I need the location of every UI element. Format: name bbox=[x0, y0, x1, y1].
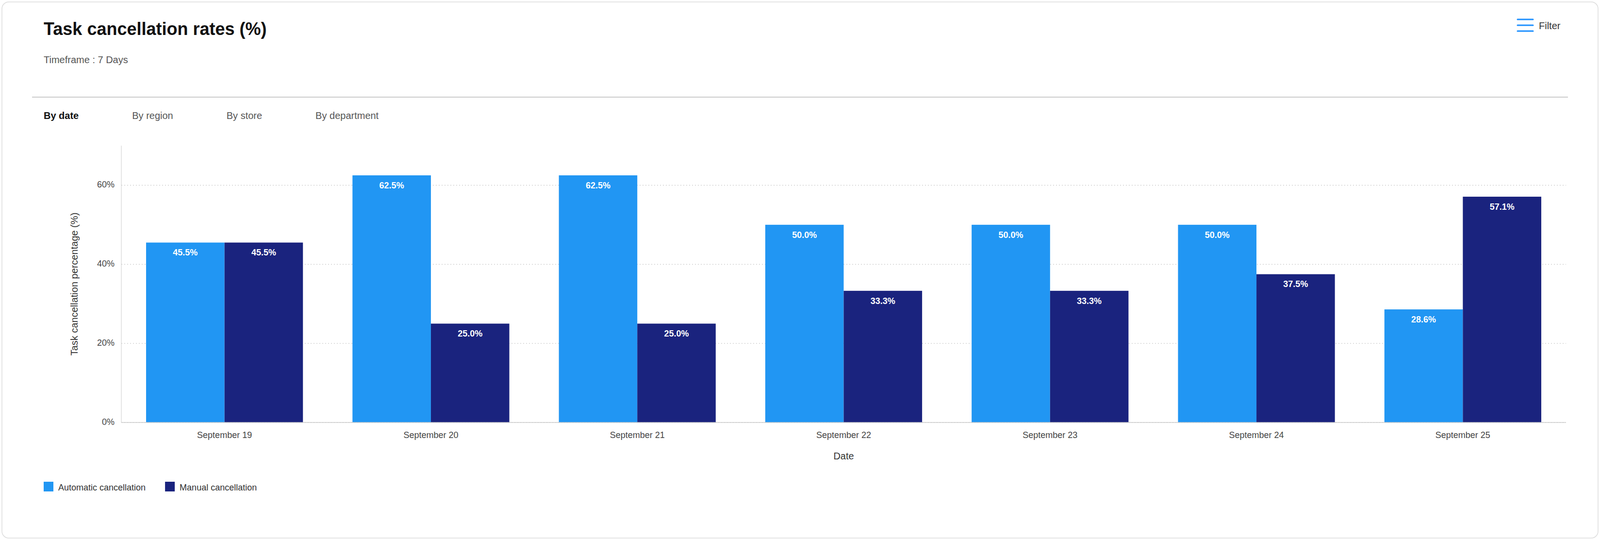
data-label: 37.5% bbox=[1283, 279, 1308, 289]
data-label: 33.3% bbox=[870, 296, 896, 306]
bar bbox=[352, 175, 431, 423]
data-label: 62.5% bbox=[585, 180, 611, 191]
x-tick-label: September 25 bbox=[1435, 429, 1491, 440]
page-frame bbox=[1, 1, 1599, 538]
data-label: 50.0% bbox=[791, 230, 817, 240]
y-tick-label: 0% bbox=[101, 416, 115, 427]
filter-icon bbox=[1517, 19, 1534, 32]
filter-icon-bar bbox=[1517, 24, 1534, 27]
tab[interactable]: By store bbox=[226, 110, 263, 121]
data-label: 45.5% bbox=[172, 247, 198, 258]
filter-icon-bar bbox=[1517, 30, 1534, 33]
data-label: 57.1% bbox=[1489, 201, 1515, 212]
x-axis-label: Date bbox=[833, 450, 854, 462]
legend-label: Manual cancellation bbox=[179, 482, 257, 493]
bar bbox=[1384, 309, 1464, 423]
filter-label[interactable]: Filter bbox=[1538, 20, 1561, 32]
x-tick-label: September 22 bbox=[816, 429, 872, 440]
y-tick-label: 40% bbox=[97, 258, 115, 269]
y-tick-label: 60% bbox=[97, 179, 115, 190]
y-axis-label: Task cancellation percentage (%) bbox=[68, 212, 80, 356]
bar bbox=[224, 242, 304, 423]
data-label: 62.5% bbox=[379, 180, 405, 191]
y-axis-line bbox=[121, 145, 122, 423]
bar bbox=[1256, 274, 1336, 423]
grid-line bbox=[121, 184, 1567, 186]
tab[interactable]: By department bbox=[315, 110, 380, 121]
data-label: 50.0% bbox=[998, 230, 1023, 240]
grid-line bbox=[121, 422, 1567, 423]
x-tick-label: September 20 bbox=[403, 429, 459, 440]
legend-swatch bbox=[43, 481, 54, 492]
x-tick-label: September 24 bbox=[1229, 429, 1285, 440]
data-label: 25.0% bbox=[663, 328, 689, 339]
legend: Automatic cancellation Manual cancellatio… bbox=[43, 481, 257, 493]
subtitle: Timeframe : 7 Days bbox=[43, 54, 129, 66]
bar bbox=[1177, 224, 1257, 423]
bar bbox=[430, 323, 510, 423]
legend-label: Automatic cancellation bbox=[58, 482, 146, 493]
data-label: 25.0% bbox=[457, 328, 483, 339]
tab[interactable]: By date bbox=[43, 110, 79, 121]
filter-icon-bar bbox=[1517, 18, 1534, 21]
bar bbox=[1462, 196, 1542, 423]
data-label: 45.5% bbox=[251, 247, 277, 258]
bar bbox=[843, 290, 923, 423]
x-axis-line bbox=[121, 421, 1567, 423]
data-label: 28.6% bbox=[1411, 314, 1436, 325]
bars bbox=[146, 175, 1542, 423]
bar bbox=[559, 175, 638, 423]
x-tick-label: September 23 bbox=[1022, 429, 1078, 440]
chart-canvas: Task cancellation rates (%) Timeframe : 7… bbox=[0, 0, 1600, 540]
bar bbox=[971, 224, 1051, 423]
bar bbox=[765, 224, 844, 423]
x-tick-label: September 21 bbox=[610, 429, 665, 440]
separator bbox=[32, 96, 1568, 98]
y-tick-label: 20% bbox=[97, 337, 115, 348]
title: Task cancellation rates (%) bbox=[43, 18, 267, 39]
data-label: 50.0% bbox=[1204, 230, 1230, 240]
x-tick-label: September 19 bbox=[197, 429, 252, 440]
bar bbox=[637, 323, 716, 423]
bar bbox=[146, 242, 225, 423]
data-label: 33.3% bbox=[1076, 296, 1102, 306]
legend-swatch bbox=[164, 481, 175, 492]
bar bbox=[1050, 290, 1129, 423]
tab[interactable]: By region bbox=[131, 110, 174, 121]
data-labels: 45.5% 62.5% 62.5% 50.0% 50.0% 50.0% 28.6% 45.5%… bbox=[172, 180, 1515, 339]
